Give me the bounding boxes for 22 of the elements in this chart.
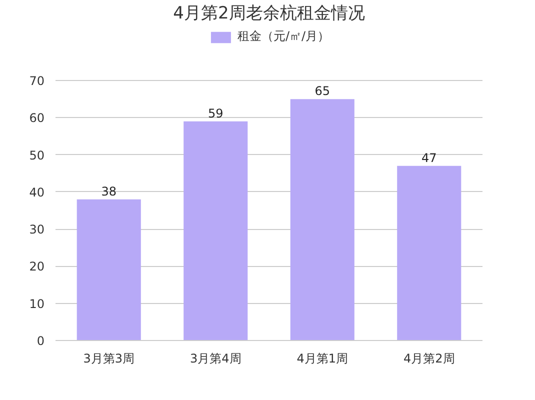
x-tick-label: 4月第1周 bbox=[296, 352, 348, 366]
x-tick-label: 3月第4周 bbox=[190, 352, 242, 366]
y-tick-label: 50 bbox=[29, 148, 45, 162]
data-label: 38 bbox=[101, 184, 117, 198]
bar bbox=[76, 199, 141, 340]
chart-title: 4月第2周老余杭租金情况 bbox=[173, 4, 365, 24]
legend-label: 租金（元/㎡/月） bbox=[237, 28, 330, 45]
y-tick-label: 20 bbox=[29, 260, 45, 274]
y-tick-label: 10 bbox=[29, 296, 45, 311]
y-tick-label: 70 bbox=[29, 74, 45, 88]
bar bbox=[397, 166, 462, 340]
y-tick-label: 40 bbox=[29, 185, 45, 200]
data-label: 59 bbox=[208, 106, 224, 120]
y-tick-label: 0 bbox=[36, 334, 45, 348]
y-tick-label: 30 bbox=[29, 222, 45, 237]
bar bbox=[184, 121, 248, 340]
x-tick-label: 4月第2周 bbox=[403, 352, 455, 366]
data-label: 65 bbox=[314, 84, 330, 98]
data-label: 47 bbox=[421, 150, 437, 165]
x-tick-label: 3月第3周 bbox=[83, 352, 135, 366]
y-tick-label: 60 bbox=[29, 111, 45, 126]
bar bbox=[290, 99, 354, 340]
